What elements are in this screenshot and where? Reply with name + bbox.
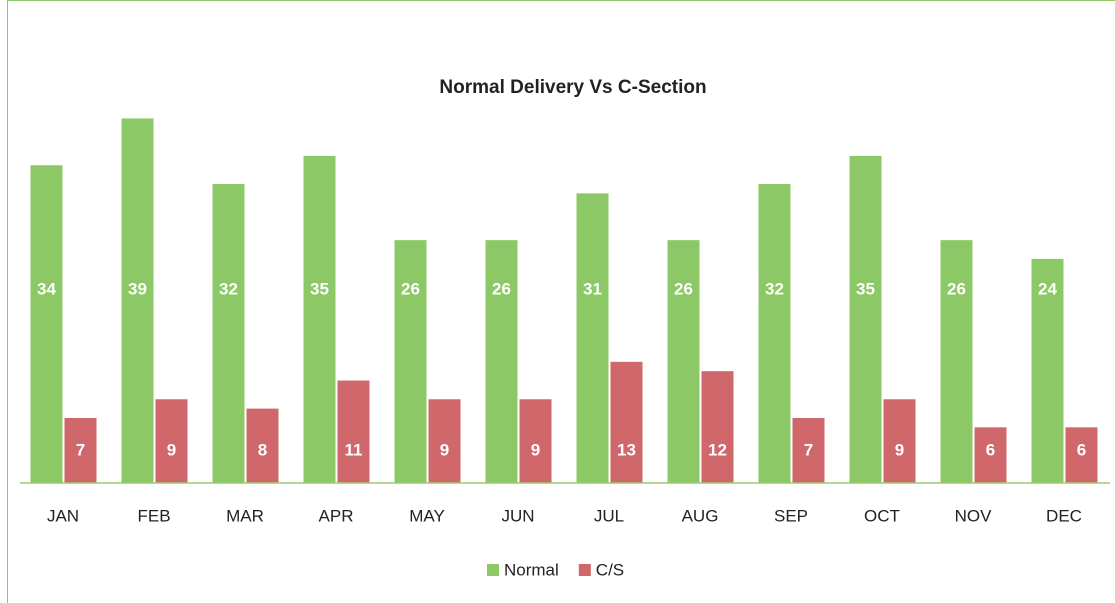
data-label: 8: [258, 440, 267, 459]
bar: [154, 398, 189, 484]
data-label: 26: [401, 279, 420, 298]
data-label: 35: [856, 279, 875, 298]
chart-title: Normal Delivery Vs C-Section: [439, 77, 706, 98]
x-tick-label: NOV: [955, 506, 993, 525]
data-label: 34: [37, 279, 56, 298]
x-tick-label: SEP: [774, 506, 808, 525]
bar: [973, 426, 1008, 484]
bar: [302, 154, 337, 484]
bar: [848, 154, 883, 484]
legend-swatch: [487, 564, 499, 576]
data-label: 9: [167, 440, 176, 459]
x-tick-label: JUN: [501, 506, 534, 525]
bar: [609, 360, 644, 484]
x-tick-label: JAN: [47, 506, 79, 525]
data-label: 7: [804, 440, 813, 459]
bar: [211, 182, 246, 484]
bar: [700, 370, 735, 484]
x-tick-label: AUG: [682, 506, 719, 525]
data-label: 13: [617, 440, 636, 459]
bar: [518, 398, 553, 484]
bar: [666, 239, 701, 484]
data-label: 9: [440, 440, 449, 459]
bar: [120, 117, 155, 484]
bar: [1030, 257, 1065, 484]
data-label: 26: [947, 279, 966, 298]
bar: [939, 239, 974, 484]
data-label: 24: [1038, 279, 1057, 298]
data-label: 26: [492, 279, 511, 298]
legend-label: Normal: [504, 560, 559, 579]
bar: [791, 416, 826, 484]
data-label: 6: [986, 440, 995, 459]
bar: [63, 416, 98, 484]
data-label: 32: [219, 279, 238, 298]
bar: [29, 164, 64, 484]
bar: [575, 192, 610, 484]
x-tick-label: FEB: [137, 506, 170, 525]
data-label: 11: [345, 440, 363, 459]
chart-frame: [7, 0, 1115, 603]
data-label: 12: [708, 440, 727, 459]
data-label: 39: [128, 279, 147, 298]
bar: [484, 239, 519, 484]
data-label: 7: [76, 440, 85, 459]
legend-label: C/S: [596, 560, 624, 579]
data-label: 6: [1077, 440, 1086, 459]
x-tick-label: DEC: [1046, 506, 1082, 525]
bar: [882, 398, 917, 484]
data-label: 31: [583, 279, 602, 298]
x-tick-label: JUL: [594, 506, 624, 525]
x-tick-label: MAY: [409, 506, 445, 525]
x-tick-label: APR: [319, 506, 354, 525]
bar: [757, 182, 792, 484]
x-tick-label: OCT: [864, 506, 900, 525]
data-label: 9: [531, 440, 540, 459]
bar: [393, 239, 428, 484]
x-tick-label: MAR: [226, 506, 264, 525]
data-label: 9: [895, 440, 904, 459]
data-label: 32: [765, 279, 784, 298]
legend-swatch: [578, 564, 591, 576]
bar: [427, 398, 462, 484]
bar: [336, 379, 371, 484]
data-label: 35: [310, 279, 329, 298]
data-label: 26: [674, 279, 693, 298]
